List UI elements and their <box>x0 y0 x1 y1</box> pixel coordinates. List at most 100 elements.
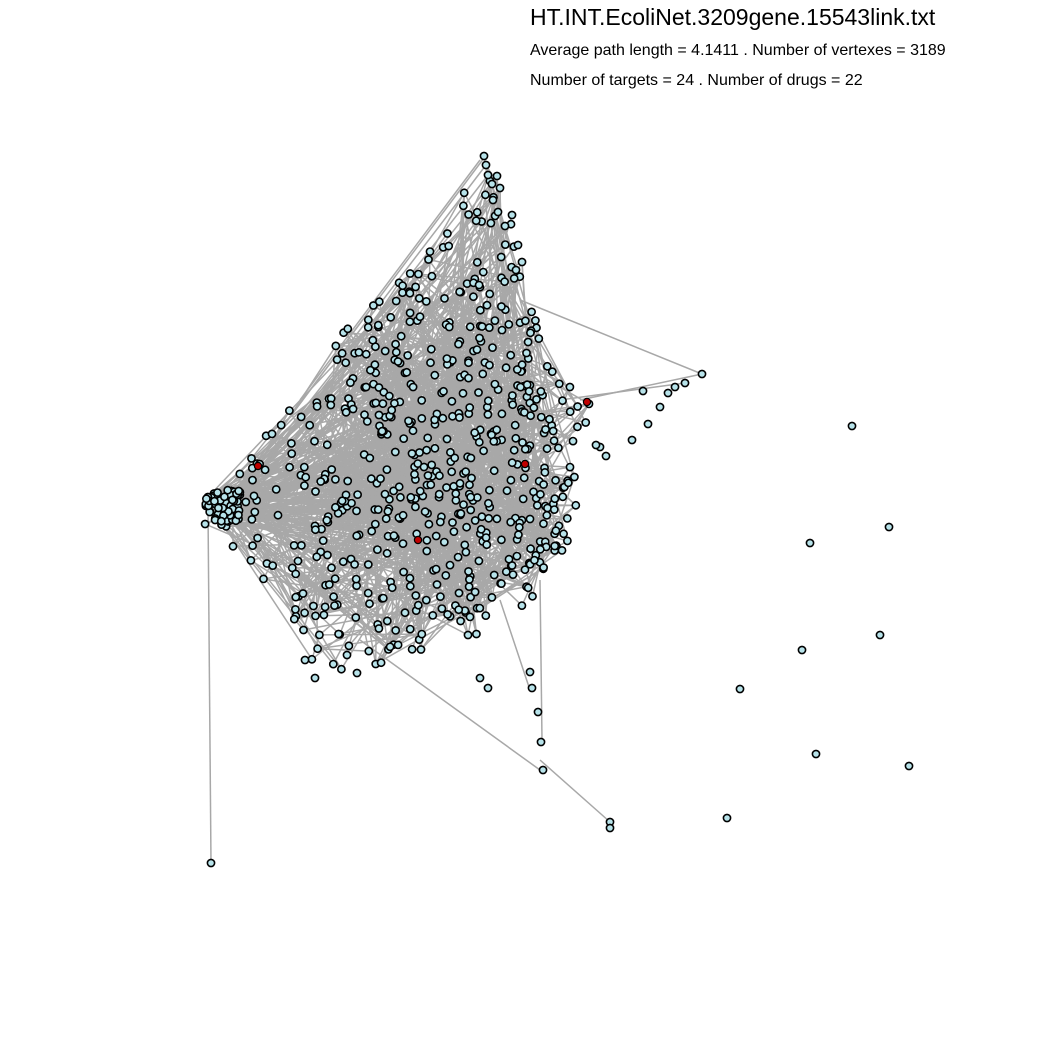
vertex-node <box>508 211 515 218</box>
vertex-node <box>681 379 688 386</box>
vertex-node <box>528 308 535 315</box>
vertex-node <box>375 322 382 329</box>
vertex-node <box>467 323 474 330</box>
vertex-node <box>540 481 547 488</box>
vertex-node <box>546 416 553 423</box>
vertex-node <box>301 482 308 489</box>
vertex-node <box>466 583 473 590</box>
vertex-node <box>292 606 299 613</box>
vertex-node <box>538 414 545 421</box>
vertex-node <box>443 435 450 442</box>
vertex-node <box>387 314 394 321</box>
vertex-node <box>498 303 505 310</box>
vertex-node <box>446 323 453 330</box>
vertex-node <box>355 349 362 356</box>
vertex-node <box>340 558 347 565</box>
vertex-node <box>417 646 424 653</box>
vertex-node <box>476 605 483 612</box>
vertex-node <box>412 592 419 599</box>
vertex-node <box>574 403 581 410</box>
vertex-node <box>639 387 646 394</box>
vertex-node <box>473 630 480 637</box>
vertex-node <box>905 762 912 769</box>
vertex-node <box>314 403 321 410</box>
vertex-node <box>467 454 474 461</box>
vertex-node <box>392 448 399 455</box>
vertex-node <box>503 364 510 371</box>
vertex-node <box>559 493 566 500</box>
vertex-node <box>381 491 388 498</box>
vertex-node <box>332 575 339 582</box>
vertex-node <box>466 404 473 411</box>
vertex-node <box>328 564 335 571</box>
vertex-node <box>671 383 678 390</box>
vertex-node <box>406 290 413 297</box>
vertex-node <box>316 631 323 638</box>
vertex-node <box>398 333 405 340</box>
vertex-node <box>292 570 299 577</box>
vertex-node <box>466 613 473 620</box>
vertex-node <box>498 327 505 334</box>
vertex-node <box>493 426 500 433</box>
vertex-node <box>490 438 497 445</box>
vertex-node <box>467 494 474 501</box>
vertex-node <box>515 531 522 538</box>
vertex-node <box>493 172 500 179</box>
vertex-node <box>457 617 464 624</box>
vertex-node <box>505 321 512 328</box>
vertex-node <box>465 375 472 382</box>
vertex-node <box>302 474 309 481</box>
vertex-node <box>556 380 563 387</box>
vertex-node <box>384 617 391 624</box>
vertex-node <box>428 346 435 353</box>
vertex-node <box>326 581 333 588</box>
vertex-node <box>474 209 481 216</box>
vertex-node <box>393 349 400 356</box>
vertex-node <box>342 359 349 366</box>
vertex-node <box>450 528 457 535</box>
vertex-node <box>308 656 315 663</box>
vertex-node <box>383 515 390 522</box>
vertex-node <box>486 290 493 297</box>
vertex-node <box>540 520 547 527</box>
vertex-node <box>214 489 221 496</box>
vertex-node <box>288 450 295 457</box>
vertex-node <box>378 659 385 666</box>
vertex-node <box>364 418 371 425</box>
vertex-node <box>436 491 443 498</box>
vertex-node <box>526 515 533 522</box>
vertex-node <box>723 814 730 821</box>
vertex-node <box>509 571 516 578</box>
vertex-node <box>254 534 261 541</box>
vertex-node <box>455 554 462 561</box>
vertex-node <box>298 542 305 549</box>
vertex-node <box>379 428 386 435</box>
vertex-node <box>476 334 483 341</box>
vertex-node <box>551 495 558 502</box>
vertex-node <box>460 501 467 508</box>
vertex-node <box>426 248 433 255</box>
vertex-node <box>300 626 307 633</box>
vertex-node <box>482 191 489 198</box>
vertex-node <box>229 543 236 550</box>
vertex-node <box>345 642 352 649</box>
vertex-node <box>491 467 498 474</box>
vertex-node <box>427 359 434 366</box>
vertex-node <box>885 523 892 530</box>
vertex-node <box>483 302 490 309</box>
vertex-node <box>526 388 533 395</box>
vertex-node <box>330 593 337 600</box>
vertex-node <box>572 502 579 509</box>
vertex-node <box>455 589 462 596</box>
vertex-node <box>353 532 360 539</box>
vertex-node <box>403 369 410 376</box>
vertex-node <box>507 477 514 484</box>
vertex-node <box>457 510 464 517</box>
vertex-node <box>543 512 550 519</box>
vertex-node <box>494 208 501 215</box>
vertex-node <box>431 372 438 379</box>
vertex-node <box>363 383 370 390</box>
vertex-node <box>322 603 329 610</box>
vertex-node <box>202 520 209 527</box>
vertex-node <box>470 293 477 300</box>
